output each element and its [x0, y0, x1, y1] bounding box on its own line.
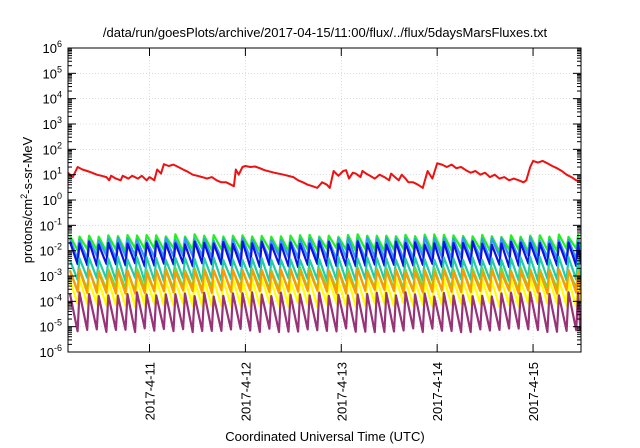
y-tick-label: 10-5 [40, 318, 62, 335]
y-tick-label: 106 [43, 39, 62, 56]
y-tick-base: 10 [40, 294, 54, 309]
x-tick-label: 2017-4-13 [334, 362, 349, 421]
y-tick-label: 10-1 [40, 216, 62, 233]
y-tick-exponent: -5 [54, 318, 62, 328]
series-line-8 [68, 268, 582, 295]
series-group [67, 159, 582, 334]
y-tick-label: 10-2 [40, 242, 62, 259]
x-tick-label: 2017-4-12 [238, 362, 253, 421]
y-tick-base: 10 [43, 193, 57, 208]
plot-frame [67, 47, 582, 353]
series-line-9 [68, 291, 582, 334]
y-tick-label: 102 [43, 140, 62, 157]
y-tick-label: 105 [43, 64, 62, 81]
y-tick-base: 10 [40, 269, 54, 284]
chart-title: /data/run/goesPlots/archive/2017-04-15/1… [103, 25, 548, 40]
y-tick-base: 10 [43, 142, 57, 157]
y-axis-label: protons/cm2-s-sr-MeV [19, 136, 35, 263]
x-tick-label: 2017-4-15 [526, 362, 541, 421]
y-tick-exponent: -6 [54, 343, 62, 353]
y-tick-exponent: -1 [54, 216, 62, 226]
x-tick-label: 2017-4-14 [430, 362, 445, 421]
y-tick-exponent: 0 [57, 191, 62, 201]
y-tick-exponent: 4 [57, 90, 62, 100]
y-tick-label: 10-6 [40, 343, 62, 360]
y-tick-exponent: 2 [57, 140, 62, 150]
y-axis-label-base: protons/cm [20, 199, 35, 263]
y-tick-label: 10-3 [40, 267, 62, 284]
series-line-1 [67, 159, 582, 189]
y-tick-label: 103 [43, 115, 62, 132]
y-tick-base: 10 [40, 345, 54, 360]
x-tick-label: 2017-4-11 [143, 362, 158, 420]
y-tick-label: 101 [43, 166, 62, 183]
y-axis-label-sup: 2 [19, 194, 29, 199]
y-tick-base: 10 [43, 117, 57, 132]
y-tick-exponent: -4 [54, 292, 62, 302]
y-tick-base: 10 [43, 92, 57, 107]
y-tick-exponent: 1 [57, 166, 62, 176]
y-tick-exponent: 6 [57, 39, 62, 49]
y-axis-label-rest: -s-sr-MeV [20, 136, 35, 193]
series-line-4 [68, 240, 582, 269]
y-tick-base: 10 [40, 320, 54, 335]
y-tick-label: 10-4 [40, 292, 62, 309]
y-tick-base: 10 [43, 66, 57, 81]
y-tick-exponent: -3 [54, 267, 62, 277]
y-tick-base: 10 [40, 218, 54, 233]
y-tick-base: 10 [43, 168, 57, 183]
y-tick-label: 104 [43, 90, 62, 107]
ticks: 10-610-510-410-310-210-11001011021031041… [40, 39, 581, 421]
x-axis-label: Coordinated Universal Time (UTC) [225, 429, 424, 444]
y-tick-label: 100 [43, 191, 62, 208]
y-tick-exponent: 5 [57, 64, 62, 74]
y-tick-exponent: -2 [54, 242, 62, 252]
y-tick-exponent: 3 [57, 115, 62, 125]
y-tick-base: 10 [40, 244, 54, 259]
y-tick-base: 10 [43, 41, 57, 56]
